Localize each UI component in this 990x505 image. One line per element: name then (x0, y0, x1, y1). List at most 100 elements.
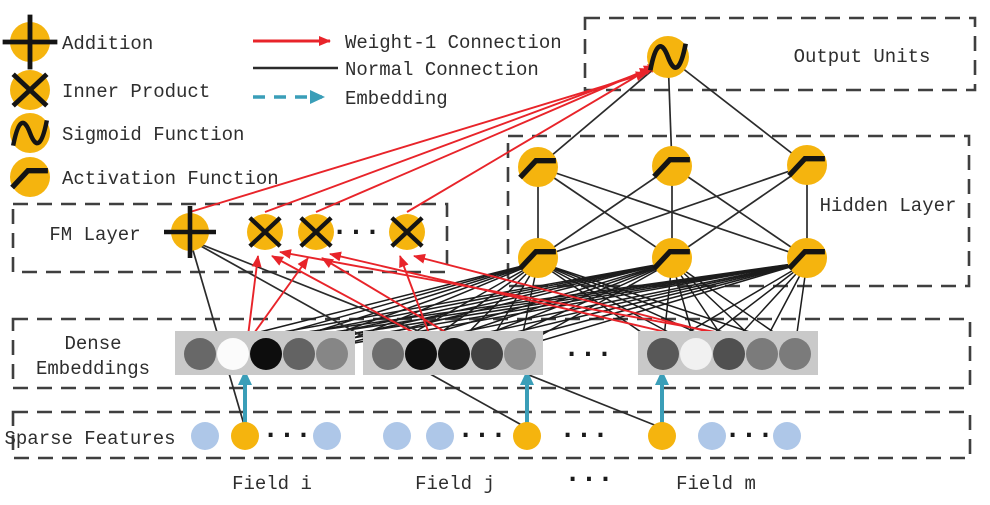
sparse-ellipsis: ··· (725, 421, 774, 449)
sparse-feature-node (426, 422, 454, 450)
sparse-feature-nodes: ··· ··· ··· ··· (191, 421, 801, 450)
activation-glyph (652, 249, 690, 271)
sparse-feature-node (773, 422, 801, 450)
ellipsis-dots: ··· ··· (332, 218, 613, 368)
activation-glyph (518, 158, 556, 180)
embedding-node (217, 338, 249, 370)
activation-glyph (652, 157, 690, 179)
embedding-ellipsis: ··· (564, 340, 613, 368)
cross-glyph (390, 216, 424, 248)
fm-layer-box (11, 202, 449, 274)
field-m-label: Field m (676, 473, 756, 495)
sigmoid-glyph (648, 43, 688, 71)
output-units-label: Output Units (794, 46, 931, 68)
hidden-mesh-line (671, 164, 808, 259)
hidden-unit (518, 238, 558, 278)
dense-embedding-groups (175, 331, 818, 375)
network-units (164, 36, 827, 278)
embedding-node (316, 338, 348, 370)
fm-to-output-arrow (189, 71, 648, 213)
embedding-to-fm-arrow (271, 255, 421, 337)
embedding-node (283, 338, 315, 370)
embedding-to-fm-arrow (399, 255, 431, 337)
activation-glyph (787, 249, 825, 271)
sparse-features-box (11, 410, 972, 460)
embedding-to-fm-arrow (329, 251, 701, 341)
legend-embedding-label: Embedding (345, 88, 448, 110)
embedding-node (471, 338, 503, 370)
embedding-node (372, 338, 404, 370)
embedding-node (779, 338, 811, 370)
hidden-mesh-line (537, 164, 808, 259)
embedding-to-fm-arrow (251, 257, 309, 337)
sparse-feature-node (231, 422, 259, 450)
sigmoid-glyph (10, 119, 50, 147)
layer-boxes (11, 16, 977, 460)
sparse-ellipsis: ··· (263, 421, 312, 449)
layer-labels: Output Units Hidden Layer FM Layer Dense… (4, 46, 956, 450)
output-units-box (583, 16, 977, 92)
legend-shape-icons (2, 14, 58, 197)
legend: Addition Inner Product Sigmoid Function … (62, 32, 562, 190)
hidden-unit (518, 147, 558, 187)
sparse-feature-node (513, 422, 541, 450)
fm-layer-label: FM Layer (49, 224, 140, 246)
dense-embeddings-box (11, 317, 972, 390)
legend-normal-label: Normal Connection (345, 59, 539, 81)
sparse-ellipsis: ··· (560, 421, 609, 449)
cross-glyph (11, 72, 49, 108)
legend-sigmoid-label: Sigmoid Function (62, 124, 244, 146)
legend-weight1-label: Weight-1 Connection (345, 32, 562, 54)
hidden-layer-label: Hidden Layer (820, 195, 957, 217)
fm-to-output-arrow (406, 62, 660, 213)
embedding-to-fm-arrow (279, 249, 771, 343)
embedding-node (438, 338, 470, 370)
embedding-arrows (238, 370, 669, 430)
hidden-unit (652, 146, 692, 186)
hidden-layer-box (506, 134, 971, 288)
sparse-feature-node (648, 422, 676, 450)
field-ellipsis: ··· (565, 465, 614, 493)
dense-label-line1: Dense (64, 333, 121, 355)
embedding-node (504, 338, 536, 370)
embedding-to-hidden-line (519, 261, 673, 348)
sparse-feature-node (313, 422, 341, 450)
embedding-node (647, 338, 679, 370)
embedding-node (680, 338, 712, 370)
legend-inner-product-label: Inner Product (62, 81, 210, 103)
embedding-node (713, 338, 745, 370)
weight-1-connections (189, 62, 771, 343)
embedding-node (405, 338, 437, 370)
hidden-unit (787, 238, 827, 278)
sparse-to-addition-line (189, 239, 528, 429)
fm-to-output-arrow (315, 65, 656, 213)
activation-glyph (10, 168, 48, 190)
hidden-mesh-line (537, 165, 673, 259)
embedding-to-hidden-line (298, 261, 673, 348)
activation-function-icon (10, 157, 50, 197)
dense-label-line2: Embeddings (36, 358, 150, 380)
activation-glyph (787, 156, 825, 178)
sparse-features-label: Sparse Features (4, 428, 175, 450)
fm-layer-ellipsis: ··· (332, 218, 381, 246)
embedding-to-fm-arrow (247, 255, 262, 337)
field-i-label: Field i (232, 473, 312, 495)
hidden-to-output-line (667, 56, 808, 166)
sparse-feature-node (698, 422, 726, 450)
hidden-unit (652, 238, 692, 278)
embedding-node (184, 338, 216, 370)
fm-to-output-arrow (264, 68, 652, 213)
field-j-label: Field j (415, 473, 495, 495)
cross-glyph (248, 216, 282, 248)
embedding-node (250, 338, 282, 370)
sparse-feature-node (383, 422, 411, 450)
normal-connections (189, 56, 808, 429)
sparse-feature-node (191, 422, 219, 450)
sparse-ellipsis: ··· (458, 421, 507, 449)
hidden-unit (787, 145, 827, 185)
activation-glyph (518, 249, 556, 271)
hidden-to-output-line (537, 56, 669, 168)
embedding-to-fm-arrow (321, 257, 453, 337)
